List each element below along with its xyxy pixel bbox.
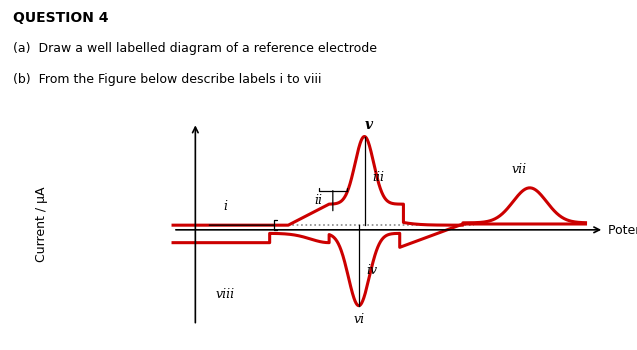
Text: iv: iv xyxy=(366,264,378,276)
Text: QUESTION 4: QUESTION 4 xyxy=(13,10,108,25)
Text: ii: ii xyxy=(314,194,322,207)
Text: iii: iii xyxy=(372,171,384,184)
Text: v: v xyxy=(364,118,373,132)
Text: Current / μA: Current / μA xyxy=(35,186,48,262)
Text: i: i xyxy=(223,201,227,214)
Text: vi: vi xyxy=(354,313,364,326)
Text: (b)  From the Figure below describe labels i to viii: (b) From the Figure below describe label… xyxy=(13,74,321,86)
Text: vii: vii xyxy=(511,163,526,176)
Text: (a)  Draw a well labelled diagram of a reference electrode: (a) Draw a well labelled diagram of a re… xyxy=(13,42,376,55)
Text: Potential / V: Potential / V xyxy=(608,223,637,236)
Text: viii: viii xyxy=(215,287,234,301)
